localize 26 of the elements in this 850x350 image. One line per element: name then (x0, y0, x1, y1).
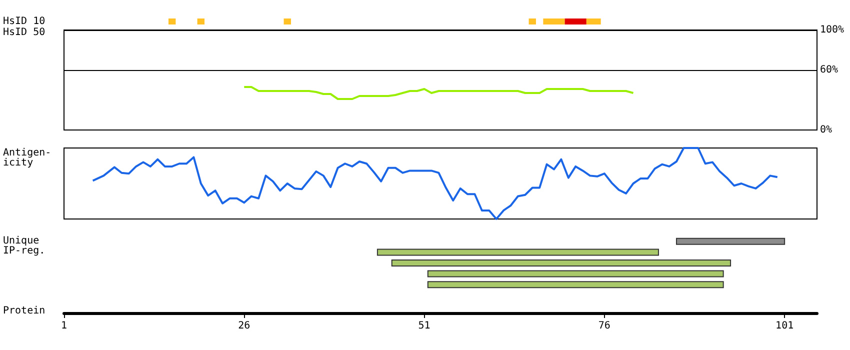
x-tick-label: 76 (598, 320, 610, 332)
y-tick-label: HsID 10 (3, 16, 46, 27)
bar (564, 18, 586, 24)
y-tick-label: 100% (820, 24, 844, 36)
y-axis-title: Antigen- icity (3, 148, 52, 168)
x-tick-label: 51 (418, 320, 430, 332)
bar (376, 248, 659, 256)
y-tick-label: HsID 50 (3, 27, 46, 38)
bar (528, 18, 536, 24)
x-tick-label: 1 (60, 320, 68, 332)
x-axis-title: Protein (3, 306, 46, 316)
bar (168, 18, 176, 24)
line-series (243, 86, 634, 100)
x-tick-label: 101 (776, 320, 794, 332)
x-tick-label: 26 (238, 320, 250, 332)
y-tick-label: 0% (820, 124, 832, 136)
bar (586, 18, 601, 24)
bar (391, 260, 732, 266)
y-tick-label: 60% (820, 64, 838, 76)
bar (427, 270, 724, 278)
bar (676, 238, 786, 245)
bar (284, 18, 291, 24)
bar (197, 18, 205, 24)
bar (427, 281, 724, 288)
bar (543, 18, 565, 24)
y-axis-title: Unique IP-reg. (3, 236, 46, 256)
